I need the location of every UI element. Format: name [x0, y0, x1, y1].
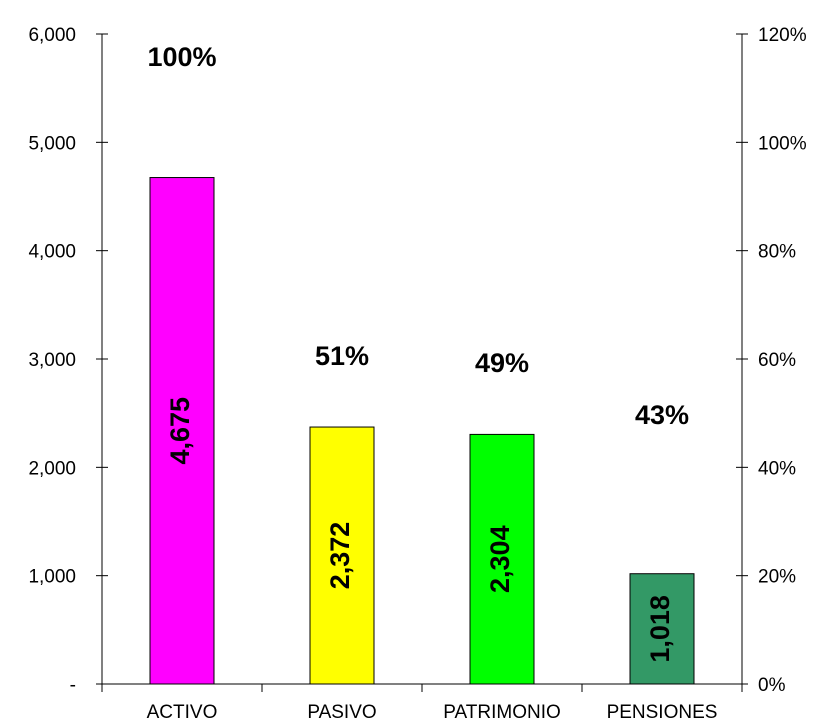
- right-y-tick-label: 20%: [758, 567, 796, 588]
- left-y-tick-label: 5,000: [28, 133, 76, 154]
- left-y-tick-label: 2,000: [28, 458, 76, 479]
- left-y-tick-label: 3,000: [28, 350, 76, 371]
- bar-pensiones: [629, 573, 695, 685]
- percent-label: 51%: [315, 341, 369, 371]
- chart-axes: - 1,000 2,000 3,000 4,000 5,000 6,000 0% 20% 40% 6…: [28, 25, 806, 696]
- chart-labels: ACTIVO 4,675 100% PASIVO 2,372 51% PATRIMONIO 2…: [147, 42, 718, 723]
- chart-bars: [149, 177, 695, 685]
- right-y-tick-label: 80%: [758, 242, 796, 263]
- bar-patrimonio: [469, 433, 535, 685]
- left-y-tick-label: 6,000: [28, 25, 76, 46]
- right-y-tick-label: 40%: [758, 458, 796, 479]
- x-category-label: PATRIMONIO: [443, 702, 561, 723]
- right-y-tick-label: 100%: [758, 133, 807, 154]
- percent-label: 100%: [147, 42, 216, 72]
- bar-value-label: 1,018: [645, 595, 675, 663]
- left-y-tick-label: 1,000: [28, 567, 76, 588]
- right-y-tick-label: 0%: [758, 675, 786, 696]
- x-category-label: PENSIONES: [607, 702, 718, 723]
- right-y-tick-label: 60%: [758, 350, 796, 371]
- x-category-label: PASIVO: [307, 702, 376, 723]
- right-y-tick-label: 120%: [758, 25, 807, 46]
- left-y-tick-label: 4,000: [28, 242, 76, 263]
- left-y-tick-label: -: [70, 675, 76, 696]
- percent-label: 49%: [475, 348, 529, 378]
- bar-value-label: 2,304: [485, 525, 515, 593]
- bar-value-label: 2,372: [325, 522, 355, 590]
- bar-activo: [149, 177, 215, 685]
- bar-value-label: 4,675: [165, 397, 195, 465]
- bar-pasivo: [309, 426, 375, 685]
- x-category-label: ACTIVO: [147, 702, 218, 723]
- percent-label: 43%: [635, 400, 689, 430]
